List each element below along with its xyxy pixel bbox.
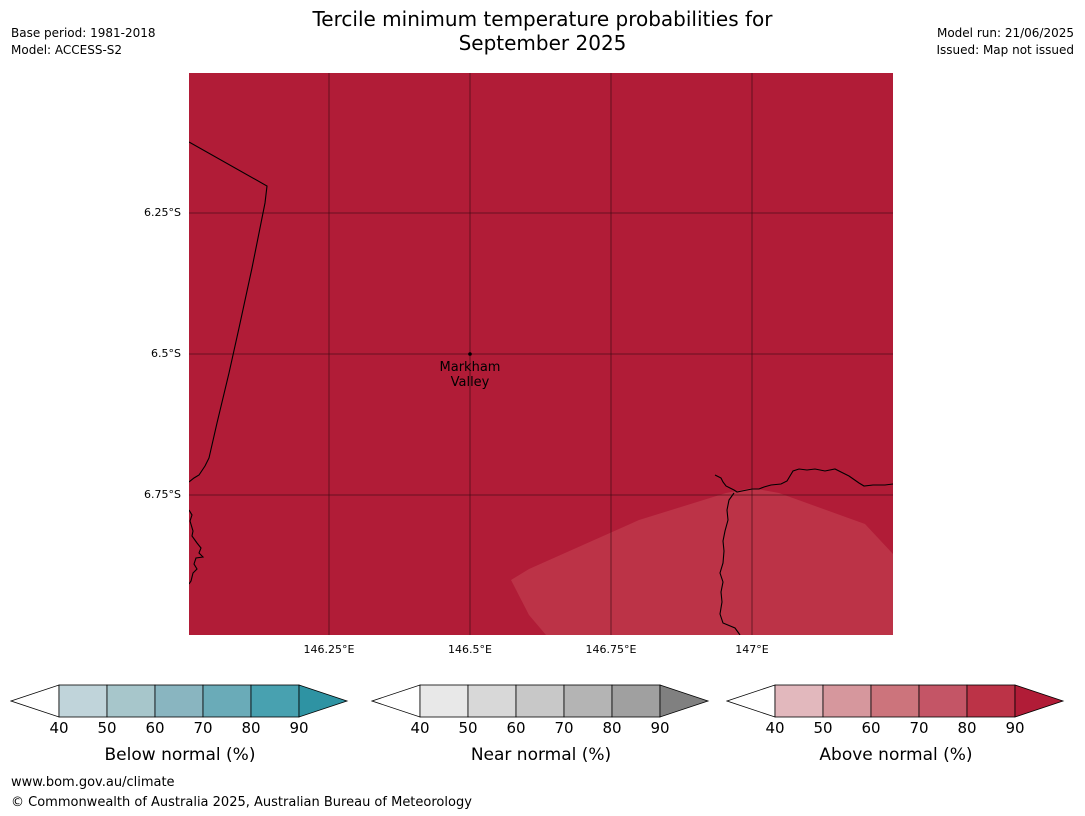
map-canvas	[189, 73, 893, 635]
colorbar-below-upper-extend	[298, 684, 349, 718]
colorbar-below-label: Below normal (%)	[104, 745, 256, 765]
colorbar-below-swatch-80	[250, 684, 300, 718]
colorbar-below-tick-80: 80	[241, 719, 261, 737]
colorbar-near-tick-60: 60	[506, 719, 526, 737]
place-line-1: Markham	[439, 360, 501, 375]
colorbar-above-swatch-70	[918, 684, 968, 718]
colorbar-above-tick-60: 60	[861, 719, 881, 737]
boundaries	[189, 141, 893, 635]
colorbar-above-swatch-60	[870, 684, 920, 718]
coastline-huon-gulf	[714, 468, 893, 493]
lat-label-6-75: 6.75°S	[144, 488, 181, 501]
colorbar-below-swatch-50	[106, 684, 156, 718]
colorbar-near-swatch-50	[467, 684, 517, 718]
colorbar-above-tick-50: 50	[813, 719, 833, 737]
colorbar-near-lower-extend	[370, 684, 421, 718]
colorbar-above-tick-40: 40	[765, 719, 785, 737]
colorbar-below-tick-70: 70	[193, 719, 213, 737]
colorbar-below-swatches	[9, 684, 349, 718]
colorbar-below-swatch-40	[58, 684, 108, 718]
graticule	[189, 73, 893, 635]
colorbar-above-swatches	[725, 684, 1065, 718]
colorbar-near-upper-extend	[659, 684, 710, 718]
lon-label-146-5: 146.5°E	[448, 643, 492, 656]
border-line-west	[189, 141, 268, 483]
colorbar-near-swatch-60	[515, 684, 565, 718]
colorbar-above-lower-extend	[725, 684, 776, 718]
meta-right: Model run: 21/06/2025 Issued: Map not is…	[936, 25, 1074, 59]
colorbar-near-normal: 40 50 60 70 80 90 Near normal (%)	[370, 684, 711, 774]
map-title: Tercile minimum temperature probabilitie…	[0, 7, 1085, 55]
colorbar-above-label: Above normal (%)	[819, 745, 973, 765]
lat-label-6-25: 6.25°S	[144, 206, 181, 219]
model-run: Model run: 21/06/2025	[936, 26, 1074, 40]
colorbar-below-swatch-70	[202, 684, 252, 718]
footer-url: www.bom.gov.au/climate	[11, 775, 175, 790]
base-period: Base period: 1981-2018	[11, 26, 156, 40]
lat-label-6-5: 6.5°S	[151, 347, 181, 360]
title-line-2: September 2025	[458, 31, 627, 55]
colorbar-above-swatch-50	[822, 684, 872, 718]
above-normal-region-lighter	[511, 488, 893, 635]
colorbar-near-tick-90: 90	[650, 719, 670, 737]
river-line	[719, 492, 741, 635]
colorbar-near-swatch-80	[611, 684, 661, 718]
colorbar-below-lower-extend	[9, 684, 60, 718]
colorbar-above-upper-extend	[1014, 684, 1065, 718]
place-label-markham-valley: Markham Valley	[410, 360, 530, 390]
footer-copyright: © Commonwealth of Australia 2025, Austra…	[11, 795, 472, 810]
colorbar-above-swatch-80	[966, 684, 1016, 718]
probability-map: Markham Valley	[189, 73, 893, 635]
meta-left: Base period: 1981-2018 Model: ACCESS-S2	[11, 25, 156, 59]
title-line-1: Tercile minimum temperature probabilitie…	[312, 7, 773, 31]
place-line-2: Valley	[450, 375, 490, 390]
colorbar-near-swatch-70	[563, 684, 613, 718]
colorbar-near-tick-70: 70	[554, 719, 574, 737]
lon-label-147: 147°E	[735, 643, 769, 656]
colorbar-above-tick-80: 80	[957, 719, 977, 737]
colorbar-near-swatch-40	[419, 684, 469, 718]
markham-valley-marker	[468, 352, 472, 356]
coastline-west	[189, 509, 205, 585]
colorbar-above-tick-70: 70	[909, 719, 929, 737]
lon-label-146-25: 146.25°E	[303, 643, 355, 656]
colorbar-near-tick-80: 80	[602, 719, 622, 737]
colorbar-near-tick-40: 40	[410, 719, 430, 737]
lon-label-146-75: 146.75°E	[585, 643, 637, 656]
colorbar-near-label: Near normal (%)	[470, 745, 612, 765]
colorbar-below-swatch-60	[154, 684, 204, 718]
colorbar-below-normal: 40 50 60 70 80 90 Below normal (%)	[9, 684, 350, 774]
colorbar-below-tick-90: 90	[289, 719, 309, 737]
colorbar-above-tick-90: 90	[1005, 719, 1025, 737]
colorbar-near-swatches	[370, 684, 710, 718]
colorbar-below-tick-40: 40	[49, 719, 69, 737]
colorbar-below-tick-50: 50	[97, 719, 117, 737]
colorbar-above-swatch-40	[774, 684, 824, 718]
issued-status: Issued: Map not issued	[936, 43, 1074, 57]
colorbar-near-tick-50: 50	[458, 719, 478, 737]
colorbar-above-normal: 40 50 60 70 80 90 Above normal (%)	[725, 684, 1066, 774]
model-name: Model: ACCESS-S2	[11, 43, 123, 57]
colorbar-below-tick-60: 60	[145, 719, 165, 737]
